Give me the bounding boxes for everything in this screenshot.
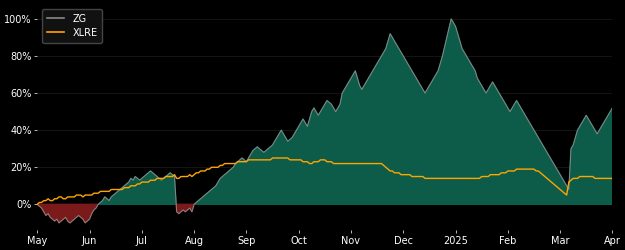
Legend: ZG, XLRE: ZG, XLRE xyxy=(42,9,102,43)
